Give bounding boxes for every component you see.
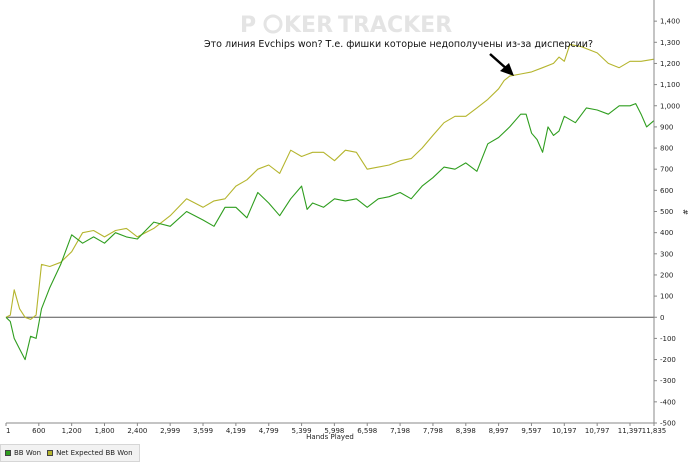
y-tick-label: 0 — [660, 314, 664, 322]
y-tick-label: -300 — [660, 377, 676, 385]
axes — [6, 0, 655, 424]
y-tick-label: 100 — [660, 293, 673, 301]
y-tick-label: 300 — [660, 250, 673, 258]
x-tick-label: 1,200 — [62, 427, 82, 435]
y-tick-label: 900 — [660, 123, 673, 131]
x-tick-label: 7,798 — [423, 427, 443, 435]
y-tick-label: 1,400 — [660, 18, 680, 26]
x-tick-label: 8,997 — [489, 427, 509, 435]
legend-swatch-bb-won — [5, 450, 11, 456]
x-tick-label: 600 — [32, 427, 45, 435]
y-tick-label: -500 — [660, 420, 676, 428]
y-tick-label: 400 — [660, 229, 673, 237]
legend-item-expected[interactable]: Net Expected BB Won — [47, 449, 133, 457]
x-tick-label: 5,399 — [292, 427, 312, 435]
y-tick-label: 700 — [660, 166, 673, 174]
y-axis-title: # — [681, 209, 689, 215]
legend-label-bb-won: BB Won — [14, 449, 42, 457]
legend-label-expected: Net Expected BB Won — [56, 449, 133, 457]
y-tick-label: 200 — [660, 271, 673, 279]
annotation-text: Это линия Evchips won? Т.е. фишки которы… — [204, 39, 593, 50]
x-tick-label: 9,597 — [521, 427, 541, 435]
x-tick-label: 2,999 — [160, 427, 180, 435]
x-tick-label: 4,199 — [226, 427, 246, 435]
x-tick-label: 1,800 — [94, 427, 114, 435]
legend-item-bb-won[interactable]: BB Won — [5, 449, 41, 457]
x-tick-label: 8,398 — [456, 427, 476, 435]
arrow-icon — [489, 53, 514, 76]
watermark-chip-icon — [263, 14, 283, 34]
y-tick-label: -100 — [660, 335, 676, 343]
watermark: P KER TRACKER — [240, 13, 452, 38]
x-tick-label: 1 — [6, 427, 10, 435]
x-tick-label: 10,197 — [552, 427, 577, 435]
y-tick-label: -200 — [660, 356, 676, 364]
watermark-part2: KER — [284, 13, 333, 38]
x-axis-title: Hands Played — [306, 433, 354, 441]
x-tick-label: 3,599 — [193, 427, 213, 435]
legend: BB Won Net Expected BB Won — [0, 444, 140, 462]
watermark-part1: P — [240, 13, 256, 38]
y-tick-label: -400 — [660, 398, 676, 406]
y-axis-ticks: 1,400 1,300 1,200 1,100 1,000 900 800 700 600 500… — [654, 18, 680, 428]
x-tick-label: 4,799 — [259, 427, 279, 435]
watermark-part3: TRACKER — [338, 13, 452, 38]
x-tick-label: 7,198 — [390, 427, 410, 435]
y-tick-label: 1,200 — [660, 60, 680, 68]
y-tick-label: 600 — [660, 187, 673, 195]
x-tick-label: 11,835 — [642, 427, 667, 435]
y-tick-label: 500 — [660, 208, 673, 216]
x-tick-label: 11,397 — [618, 427, 643, 435]
series-line-bb-won — [5, 103, 655, 361]
y-tick-label: 1,100 — [660, 81, 680, 89]
y-tick-label: 800 — [660, 145, 673, 153]
series-lines — [5, 43, 655, 361]
series-line-expected — [5, 43, 655, 320]
y-tick-label: 1,000 — [660, 102, 680, 110]
legend-swatch-expected — [47, 450, 54, 456]
x-axis-ticks: 1 600 1,200 1,800 2,400 2,999 3,599 4,199 4,799 5… — [5, 423, 667, 435]
x-tick-label: 10,797 — [585, 427, 610, 435]
x-tick-label: 6,598 — [357, 427, 377, 435]
x-tick-label: 2,400 — [127, 427, 147, 435]
y-tick-label: 1,300 — [660, 39, 680, 47]
x-tick-label: 5,998 — [324, 427, 344, 435]
